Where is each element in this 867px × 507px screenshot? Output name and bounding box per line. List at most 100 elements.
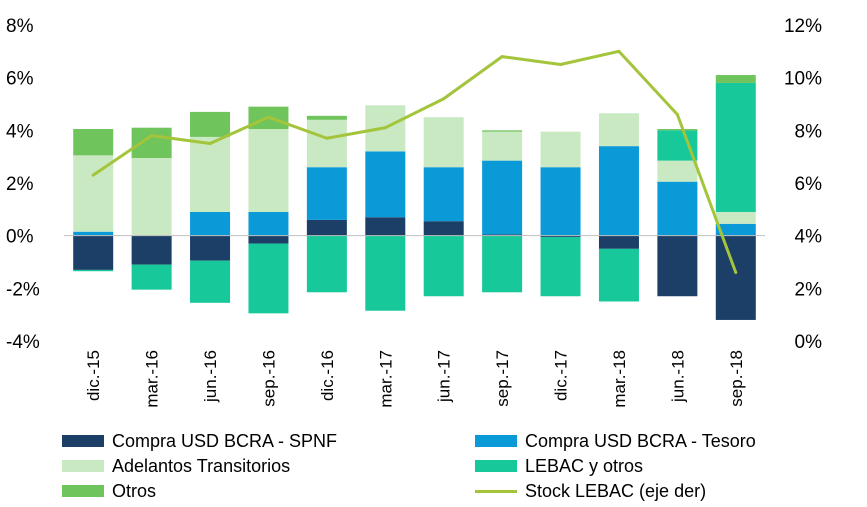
y-tick-left-3: 2% xyxy=(6,174,34,195)
bar-s4-0 xyxy=(73,129,114,156)
y-tick-right-0: 12% xyxy=(784,16,822,37)
bar-s2-10 xyxy=(657,160,698,182)
line-point-8 xyxy=(559,63,563,66)
bar-s0-6 xyxy=(423,221,464,236)
legend-label-adelantos: Adelantos Transitorios xyxy=(112,455,291,476)
y-tick-left-5: -2% xyxy=(6,279,40,300)
bar-s1-9 xyxy=(598,146,639,236)
bar-s0-1 xyxy=(131,235,172,265)
bar-s4-7 xyxy=(482,130,523,132)
bar-s0-9 xyxy=(598,235,639,249)
bar-s3-3 xyxy=(248,243,289,314)
x-tick-3: sep.-16 xyxy=(259,350,278,407)
legend-item-lebac: LEBAC y otros xyxy=(475,454,643,478)
y-tick-left-6: -4% xyxy=(6,332,40,353)
legend-item-otros: Otros xyxy=(62,479,156,503)
x-tick-1: mar.-16 xyxy=(143,350,162,408)
legend: Compra USD BCRA - SPNF Compra USD BCRA -… xyxy=(0,425,867,507)
legend-label-stock: Stock LEBAC (eje der) xyxy=(525,480,707,501)
y-tick-left-4: 0% xyxy=(6,227,34,248)
bar-s2-8 xyxy=(540,131,581,168)
bar-s1-5 xyxy=(365,151,406,218)
legend-swatch-tesoro xyxy=(475,435,517,447)
bar-s0-5 xyxy=(365,217,406,236)
bar-s2-1 xyxy=(131,157,172,236)
line-point-11 xyxy=(734,271,738,275)
bar-s0-11 xyxy=(715,235,756,320)
legend-item-adelantos: Adelantos Transitorios xyxy=(62,454,290,478)
bar-s3-9 xyxy=(598,248,639,302)
bar-s3-11 xyxy=(715,82,756,212)
bar-s2-2 xyxy=(190,136,231,212)
x-tick-4: dic.-16 xyxy=(318,350,337,401)
y-tick-left-1: 6% xyxy=(6,69,34,90)
line-stock-lebac xyxy=(92,49,738,274)
bar-s1-4 xyxy=(306,167,347,220)
bar-s3-5 xyxy=(365,235,406,311)
bar-s1-7 xyxy=(482,160,523,235)
x-tick-11: sep.-18 xyxy=(727,350,746,407)
line-point-4 xyxy=(325,136,329,140)
legend-swatch-otros xyxy=(62,485,104,497)
y-tick-right-1: 10% xyxy=(784,69,822,90)
x-tick-0: dic.-15 xyxy=(84,350,103,401)
line-point-9 xyxy=(617,49,621,53)
bar-s3-4 xyxy=(306,235,347,293)
line-point-1 xyxy=(150,134,154,138)
x-tick-6: jun.-17 xyxy=(435,350,454,403)
x-tick-2: jun.-16 xyxy=(201,350,220,403)
bar-s2-7 xyxy=(482,131,523,161)
x-tick-8: dic.-17 xyxy=(552,350,571,401)
bar-s4-10 xyxy=(657,129,698,131)
line-point-3 xyxy=(266,115,270,119)
x-tick-9: mar.-18 xyxy=(610,350,629,408)
bar-s4-11 xyxy=(715,75,756,83)
legend-label-lebac: LEBAC y otros xyxy=(525,455,644,476)
bar-s3-2 xyxy=(190,260,231,303)
legend-label-otros: Otros xyxy=(112,480,157,501)
bar-s0-3 xyxy=(248,235,289,244)
legend-item-tesoro: Compra USD BCRA - Tesoro xyxy=(475,429,756,453)
legend-swatch-adelantos xyxy=(62,460,104,472)
y-tick-right-5: 2% xyxy=(795,279,823,300)
y-tick-left-0: 8% xyxy=(6,16,34,37)
bar-s3-10 xyxy=(657,130,698,161)
bar-s2-4 xyxy=(306,119,347,168)
bar-s4-2 xyxy=(190,111,231,137)
bar-s4-1 xyxy=(131,127,172,158)
legend-label-spnf: Compra USD BCRA - SPNF xyxy=(112,430,338,451)
legend-swatch-lebac xyxy=(475,460,517,472)
line-point-2 xyxy=(208,142,212,145)
x-tick-10: jun.-18 xyxy=(668,350,687,403)
y-tick-left-2: 4% xyxy=(6,121,34,142)
bar-s2-6 xyxy=(423,117,464,168)
legend-label-tesoro: Compra USD BCRA - Tesoro xyxy=(525,430,756,451)
bar-s0-4 xyxy=(306,219,347,236)
bar-s1-11 xyxy=(715,223,756,236)
y-tick-right-4: 4% xyxy=(795,227,823,248)
x-tick-5: mar.-17 xyxy=(376,350,395,408)
legend-item-spnf: Compra USD BCRA - SPNF xyxy=(62,429,337,453)
bar-s1-10 xyxy=(657,181,698,236)
bar-s2-11 xyxy=(715,211,756,224)
bar-s1-3 xyxy=(248,211,289,236)
line-point-0 xyxy=(91,173,95,177)
y-tick-right-2: 8% xyxy=(795,121,823,142)
bar-s3-7 xyxy=(482,235,523,293)
bar-s3-1 xyxy=(131,264,172,290)
bar-s2-3 xyxy=(248,129,289,212)
bar-s4-4 xyxy=(306,115,347,120)
bar-s0-8 xyxy=(540,235,581,237)
bar-s1-2 xyxy=(190,211,231,236)
bar-s3-0 xyxy=(73,269,114,272)
bar-s0-0 xyxy=(73,235,114,270)
line-point-7 xyxy=(500,55,504,59)
line-point-5 xyxy=(383,126,387,130)
bar-s1-0 xyxy=(73,231,114,236)
y-tick-right-6: 0% xyxy=(795,332,823,353)
bar-s2-9 xyxy=(598,113,639,147)
bar-s2-0 xyxy=(73,155,114,232)
line-point-6 xyxy=(442,97,446,101)
bar-s1-8 xyxy=(540,167,581,236)
line-point-10 xyxy=(675,113,679,117)
